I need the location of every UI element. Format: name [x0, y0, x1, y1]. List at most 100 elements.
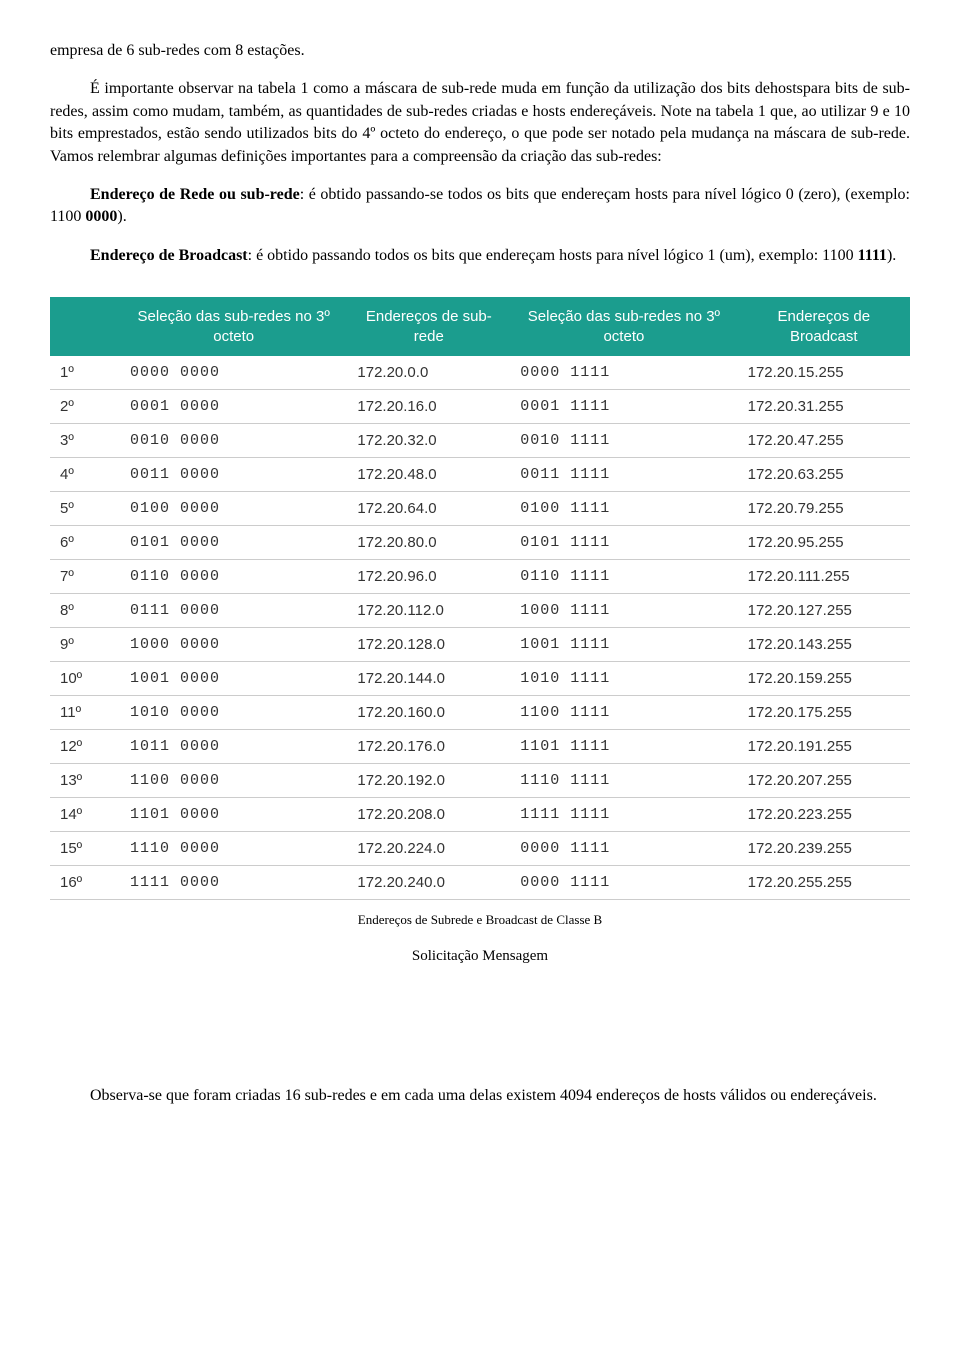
table-row: 16º1111 0000172.20.240.00000 1111172.20.… — [50, 866, 910, 900]
table-cell: 2º — [50, 390, 120, 424]
table-cell: 9º — [50, 628, 120, 662]
table-body: 1º0000 0000172.20.0.00000 1111172.20.15.… — [50, 356, 910, 900]
table-cell: 1001 1111 — [510, 628, 737, 662]
table-cell: 0101 0000 — [120, 526, 347, 560]
table-row: 4º0011 0000172.20.48.00011 1111172.20.63… — [50, 458, 910, 492]
table-cell: 172.20.96.0 — [347, 560, 510, 594]
table-cell: 4º — [50, 458, 120, 492]
table-cell: 172.20.192.0 — [347, 764, 510, 798]
table-row: 8º0111 0000172.20.112.01000 1111172.20.1… — [50, 594, 910, 628]
table-cell: 11º — [50, 696, 120, 730]
table-cell: 8º — [50, 594, 120, 628]
p3-end: ). — [117, 208, 126, 225]
table-cell: 0000 1111 — [510, 866, 737, 900]
table-caption: Endereços de Subrede e Broadcast de Clas… — [50, 912, 910, 928]
table-row: 14º1101 0000172.20.208.01111 1111172.20.… — [50, 798, 910, 832]
table-cell: 0001 0000 — [120, 390, 347, 424]
col-2: Endereços de sub-rede — [347, 297, 510, 356]
table-cell: 172.20.112.0 — [347, 594, 510, 628]
table-row: 2º0001 0000172.20.16.00001 1111172.20.31… — [50, 390, 910, 424]
table-cell: 13º — [50, 764, 120, 798]
p4-bold: 1111 — [858, 247, 887, 264]
paragraph-3: Endereço de Rede ou sub-rede: é obtido p… — [50, 184, 910, 229]
table-cell: 172.20.31.255 — [738, 390, 910, 424]
table-cell: 14º — [50, 798, 120, 832]
table-cell: 0000 1111 — [510, 832, 737, 866]
table-cell: 1111 0000 — [120, 866, 347, 900]
table-row: 7º0110 0000172.20.96.00110 1111172.20.11… — [50, 560, 910, 594]
table-cell: 1000 1111 — [510, 594, 737, 628]
p3-label: Endereço de Rede ou sub-rede — [90, 186, 300, 203]
table-cell: 0001 1111 — [510, 390, 737, 424]
table-cell: 1010 0000 — [120, 696, 347, 730]
paragraph-2: É importante observar na tabela 1 como a… — [50, 78, 910, 168]
table-cell: 0011 1111 — [510, 458, 737, 492]
table-cell: 0110 1111 — [510, 560, 737, 594]
table-cell: 0100 0000 — [120, 492, 347, 526]
table-cell: 172.20.223.255 — [738, 798, 910, 832]
table-cell: 172.20.208.0 — [347, 798, 510, 832]
table-cell: 1101 0000 — [120, 798, 347, 832]
table-cell: 172.20.144.0 — [347, 662, 510, 696]
table-row: 1º0000 0000172.20.0.00000 1111172.20.15.… — [50, 356, 910, 390]
paragraph-4: Endereço de Broadcast: é obtido passando… — [50, 245, 910, 267]
subnet-table: Seleção das sub-redes no 3º octeto Ender… — [50, 297, 910, 900]
table-row: 11º1010 0000172.20.160.01100 1111172.20.… — [50, 696, 910, 730]
table-cell: 0011 0000 — [120, 458, 347, 492]
table-cell: 172.20.95.255 — [738, 526, 910, 560]
table-cell: 172.20.160.0 — [347, 696, 510, 730]
table-cell: 172.20.224.0 — [347, 832, 510, 866]
table-cell: 1100 1111 — [510, 696, 737, 730]
center-line: Solicitação Mensagem — [50, 948, 910, 965]
table-row: 5º0100 0000172.20.64.00100 1111172.20.79… — [50, 492, 910, 526]
table-row: 12º1011 0000172.20.176.01101 1111172.20.… — [50, 730, 910, 764]
table-cell: 172.20.80.0 — [347, 526, 510, 560]
table-cell: 0111 0000 — [120, 594, 347, 628]
table-cell: 0000 0000 — [120, 356, 347, 390]
table-cell: 7º — [50, 560, 120, 594]
table-cell: 172.20.0.0 — [347, 356, 510, 390]
table-row: 13º1100 0000172.20.192.01110 1111172.20.… — [50, 764, 910, 798]
table-cell: 172.20.48.0 — [347, 458, 510, 492]
table-cell: 172.20.16.0 — [347, 390, 510, 424]
table-cell: 0000 1111 — [510, 356, 737, 390]
table-row: 3º0010 0000172.20.32.00010 1111172.20.47… — [50, 424, 910, 458]
table-row: 6º0101 0000172.20.80.00101 1111172.20.95… — [50, 526, 910, 560]
table-row: 9º1000 0000172.20.128.01001 1111172.20.1… — [50, 628, 910, 662]
table-cell: 172.20.240.0 — [347, 866, 510, 900]
paragraph-1: empresa de 6 sub-redes com 8 estações. — [50, 40, 910, 62]
table-cell: 1010 1111 — [510, 662, 737, 696]
table-cell: 6º — [50, 526, 120, 560]
table-cell: 172.20.191.255 — [738, 730, 910, 764]
table-cell: 1110 1111 — [510, 764, 737, 798]
table-cell: 172.20.111.255 — [738, 560, 910, 594]
col-0 — [50, 297, 120, 356]
table-cell: 172.20.176.0 — [347, 730, 510, 764]
table-cell: 12º — [50, 730, 120, 764]
table-row: 10º1001 0000172.20.144.01010 1111172.20.… — [50, 662, 910, 696]
table-cell: 172.20.239.255 — [738, 832, 910, 866]
table-cell: 172.20.128.0 — [347, 628, 510, 662]
p4-label: Endereço de Broadcast — [90, 247, 248, 264]
p3-bold: 0000 — [85, 208, 117, 225]
table-cell: 172.20.32.0 — [347, 424, 510, 458]
table-cell: 172.20.47.255 — [738, 424, 910, 458]
table-cell: 0010 0000 — [120, 424, 347, 458]
table-cell: 172.20.127.255 — [738, 594, 910, 628]
table-cell: 172.20.143.255 — [738, 628, 910, 662]
table-row: 15º1110 0000172.20.224.00000 1111172.20.… — [50, 832, 910, 866]
footer-paragraph: Observa-se que foram criadas 16 sub-rede… — [50, 1085, 910, 1107]
table-cell: 1001 0000 — [120, 662, 347, 696]
table-cell: 10º — [50, 662, 120, 696]
col-3: Seleção das sub-redes no 3º octeto — [510, 297, 737, 356]
table-cell: 172.20.255.255 — [738, 866, 910, 900]
table-cell: 0100 1111 — [510, 492, 737, 526]
table-cell: 1111 1111 — [510, 798, 737, 832]
p4-end: ). — [887, 247, 896, 264]
table-cell: 3º — [50, 424, 120, 458]
p4-rest: : é obtido passando todos os bits que en… — [248, 247, 858, 264]
table-cell: 172.20.79.255 — [738, 492, 910, 526]
table-cell: 172.20.175.255 — [738, 696, 910, 730]
table-cell: 1110 0000 — [120, 832, 347, 866]
table-cell: 0101 1111 — [510, 526, 737, 560]
